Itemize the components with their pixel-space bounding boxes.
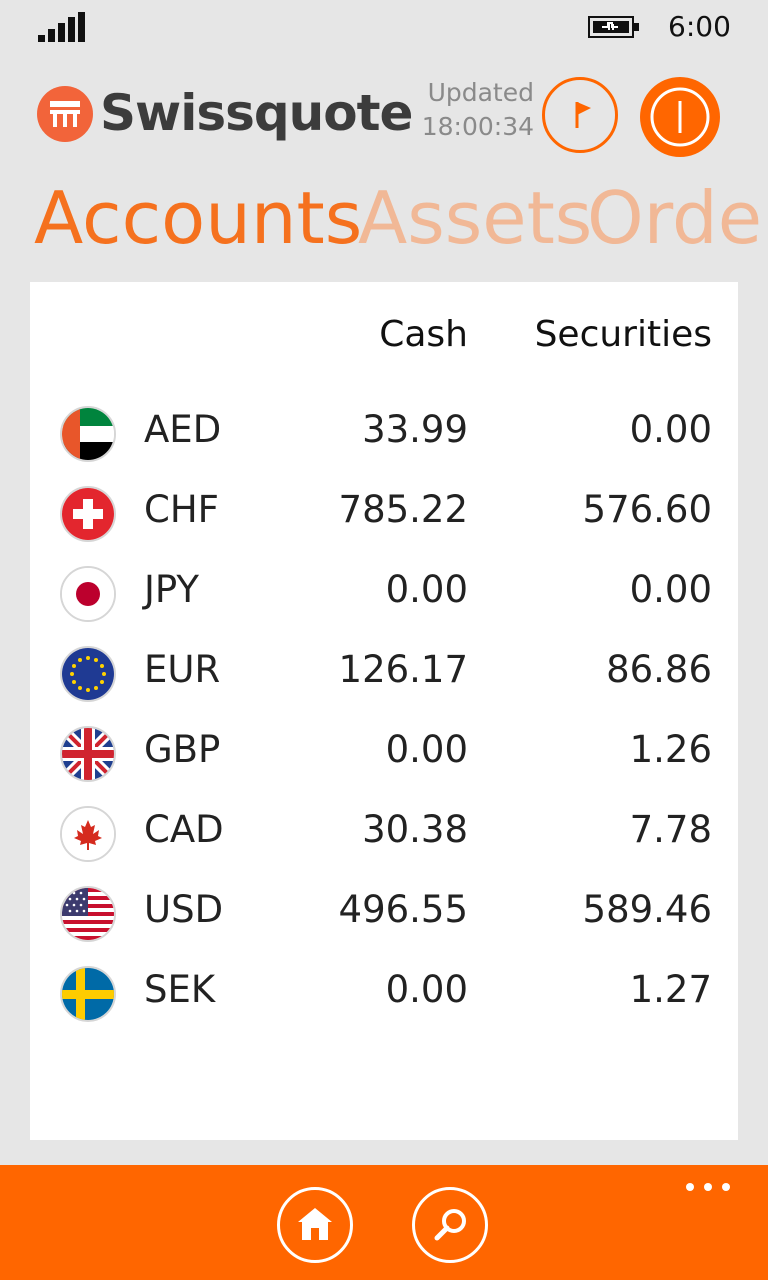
japan-flag-icon [60,566,116,622]
securities-value: 1.26 [629,728,712,771]
cash-value: 0.00 [385,728,468,771]
updated-label: Updated [427,78,534,107]
table-row[interactable]: EUR 126.17 86.86 [30,634,738,714]
pivot-tabs: Accounts Assets Order [0,176,768,268]
battery-charging-icon [588,16,639,38]
home-button[interactable] [277,1187,353,1263]
eu-flag-icon [60,646,116,702]
cash-value: 30.38 [362,808,468,851]
more-icon[interactable] [686,1179,730,1193]
brand-name: Swissquote [100,84,413,142]
currency-code: USD [144,888,224,931]
cash-value: 0.00 [385,968,468,1011]
cash-value: 785.22 [338,488,468,531]
table-row[interactable]: CHF 785.22 576.60 [30,474,738,554]
clock: 6:00 [668,10,731,43]
flag-icon [575,102,591,128]
swissquote-logo-icon [37,86,93,142]
status-bar: 6:00 [0,0,768,56]
securities-value: 1.27 [629,968,712,1011]
securities-value: 7.78 [629,808,712,851]
tab-assets[interactable]: Assets [358,176,593,260]
table-row[interactable]: GBP 0.00 1.26 [30,714,738,794]
usa-flag-icon [60,886,116,942]
currency-code: JPY [144,568,200,611]
table-row[interactable]: AED 33.99 0.00 [30,394,738,474]
securities-value: 589.46 [582,888,712,931]
cash-value: 496.55 [338,888,468,931]
column-header-cash: Cash [379,314,468,355]
sweden-flag-icon [60,966,116,1022]
search-button[interactable] [412,1187,488,1263]
search-icon [434,1209,466,1241]
uae-flag-icon [60,406,116,462]
securities-value: 0.00 [629,408,712,451]
table-row[interactable]: CAD 30.38 7.78 [30,794,738,874]
currency-code: CHF [144,488,219,531]
currency-code: GBP [144,728,221,771]
uk-flag-icon [60,726,116,782]
currency-code: EUR [144,648,221,691]
power-icon [650,87,710,147]
updated-time: 18:00:34 [421,112,534,141]
cash-value: 0.00 [385,568,468,611]
currency-code: AED [144,408,222,451]
table-row[interactable]: USD 496.55 589.46 [30,874,738,954]
canada-flag-icon [60,806,116,862]
table-row[interactable]: JPY 0.00 0.00 [30,554,738,634]
app-bar [0,1165,768,1280]
logout-button[interactable] [640,77,720,157]
securities-value: 576.60 [582,488,712,531]
tab-accounts[interactable]: Accounts [34,176,363,260]
table-row[interactable]: SEK 0.00 1.27 [30,954,738,1034]
last-updated: Updated 18:00:34 [418,76,534,144]
flag-button[interactable] [542,77,618,153]
securities-value: 86.86 [606,648,712,691]
tab-orders[interactable]: Order [587,176,768,260]
currency-code: SEK [144,968,216,1011]
currency-code: CAD [144,808,224,851]
signal-icon [38,12,86,42]
cash-value: 126.17 [338,648,468,691]
switzerland-flag-icon [60,486,116,542]
accounts-card: Cash Securities AED 33.99 0.00 CHF 785.2… [30,282,738,1140]
cash-value: 33.99 [362,408,468,451]
home-icon [298,1208,332,1240]
securities-value: 0.00 [629,568,712,611]
column-header-securities: Securities [534,314,712,355]
